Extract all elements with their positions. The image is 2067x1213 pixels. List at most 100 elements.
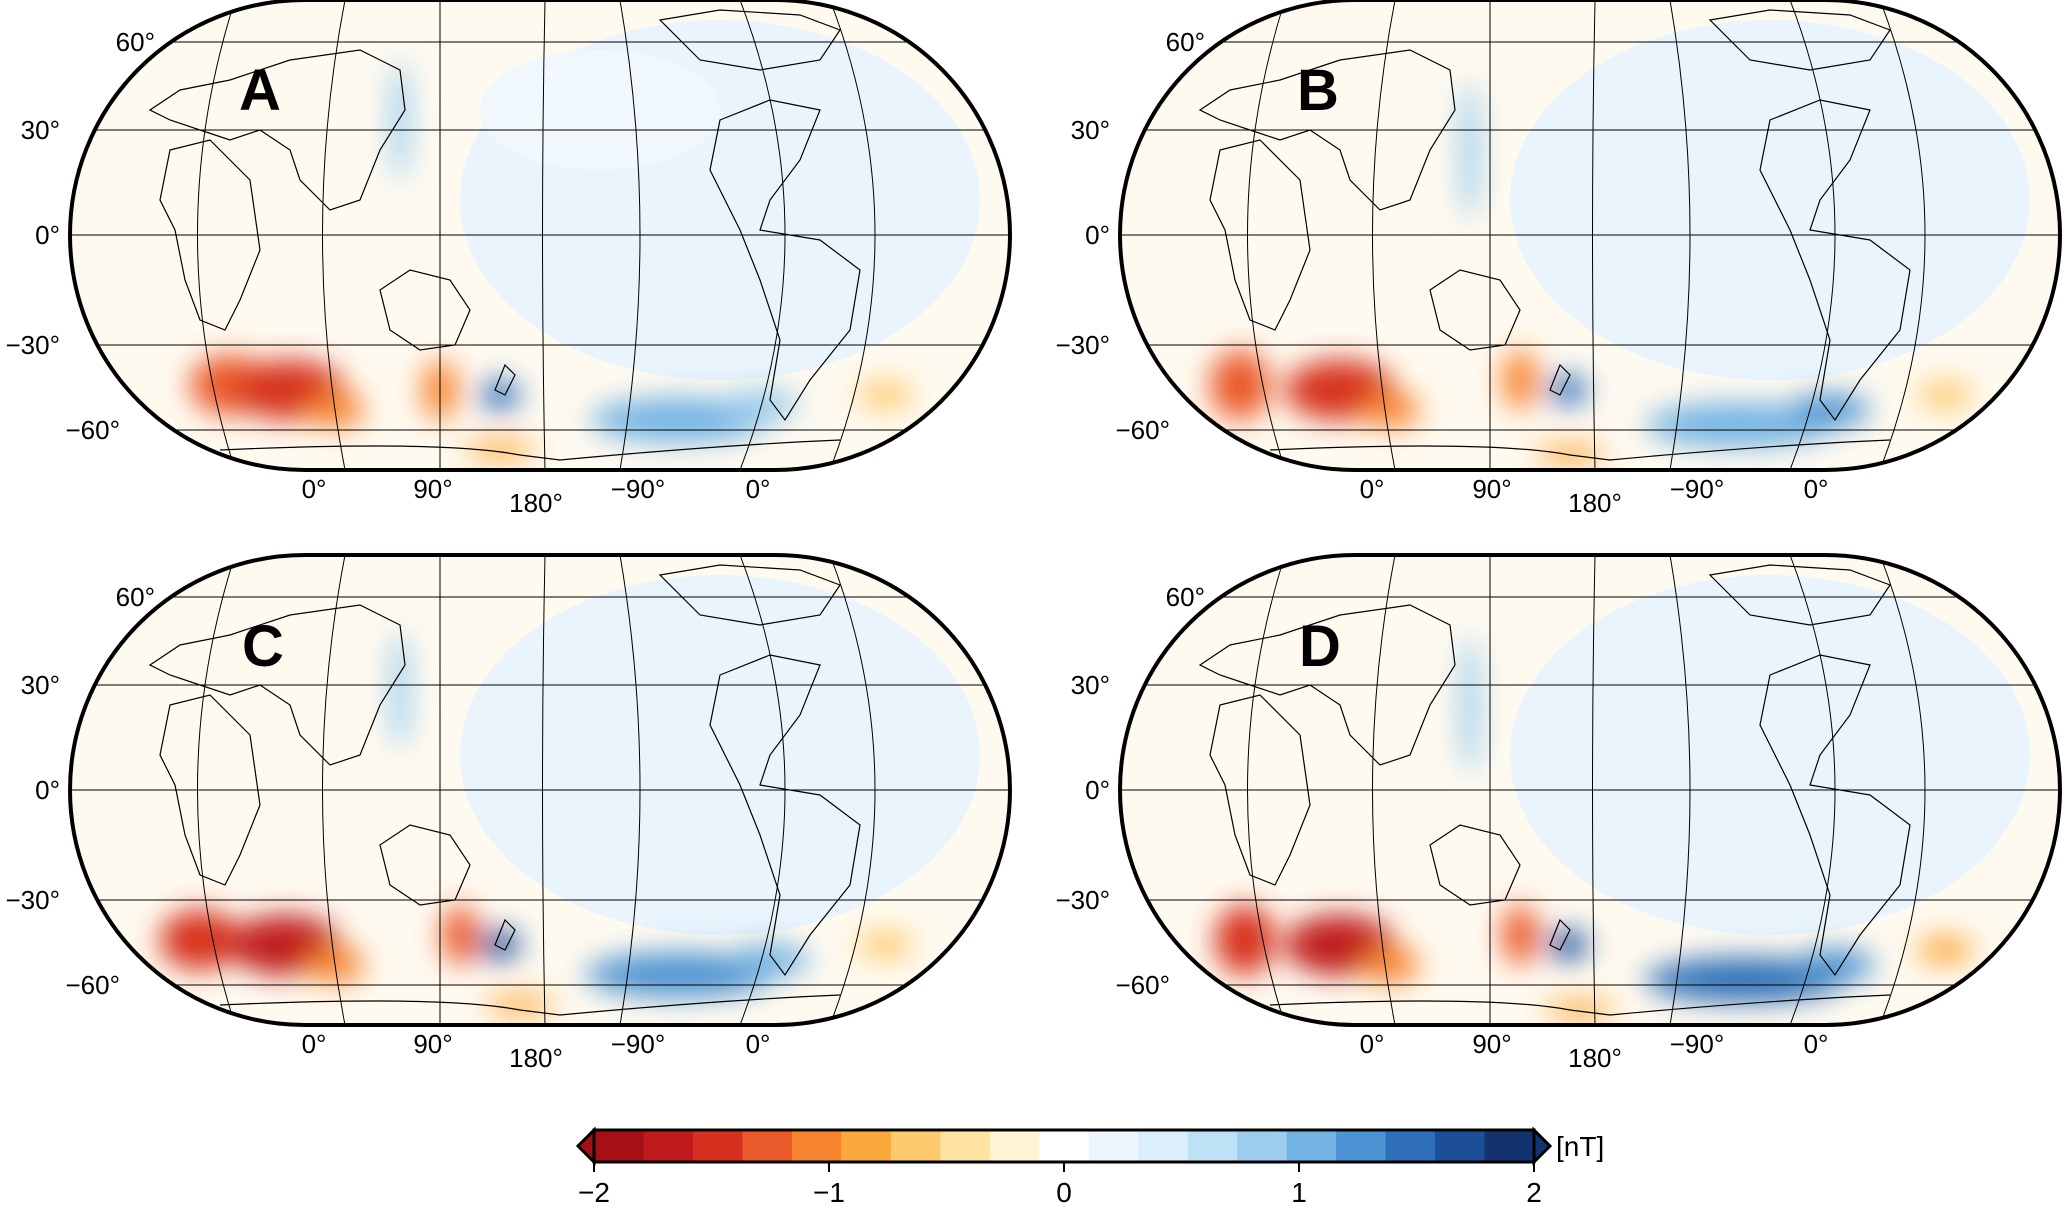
colorbar-segment: [643, 1130, 694, 1162]
lat-labels: 60° 30° 0° −30° −60°: [5, 27, 155, 445]
graticule: [1120, 0, 2060, 470]
lon-label-minus90: −90°: [1670, 474, 1725, 504]
anomaly-field: [1210, 20, 2030, 465]
anomaly-field: [190, 20, 980, 460]
anomaly-strong-positive: [1548, 375, 1588, 405]
lat-label-minus60: −60°: [65, 970, 120, 1000]
colorbar-segment: [1484, 1130, 1535, 1162]
anomaly-weak-positive: [480, 50, 720, 170]
anomaly-positive: [1645, 403, 1835, 447]
colorbar-segment: [841, 1130, 892, 1162]
lat-label-30: 30°: [1071, 670, 1110, 700]
panel-d: D 60° 30° 0° −30° −60° 0° 90° 180° −90° …: [1055, 553, 2062, 1073]
lat-label-minus60: −60°: [65, 415, 120, 445]
anomaly-weak-negative: [1917, 381, 1973, 409]
lon-label-180: 180°: [509, 488, 563, 518]
anomaly-weak-negative: [465, 440, 535, 460]
coastlines: [1198, 564, 1911, 1016]
lat-label-60: 60°: [1166, 27, 1205, 57]
anomaly-weak-negative: [1917, 936, 1973, 964]
map-border: [1118, 553, 2062, 1027]
anomaly-weak-positive: [1510, 575, 2030, 935]
anomaly-strong-positive: [480, 380, 520, 410]
lon-label-0-right: 0°: [1804, 1029, 1829, 1059]
lat-label-60: 60°: [116, 582, 155, 612]
lon-labels: 0° 90° 180° −90° 0°: [1360, 1029, 1829, 1073]
anomaly-positive: [1460, 635, 1480, 775]
lat-label-0: 0°: [35, 220, 60, 250]
anomaly-negative: [1502, 350, 1538, 410]
lon-label-0: 0°: [302, 1029, 327, 1059]
colorbar-ticks: −2 −1 0 1 2: [578, 1162, 1542, 1208]
anomaly-weak-negative: [1545, 1000, 1615, 1020]
colorbar-segment: [791, 1130, 842, 1162]
colorbar-tick-label: 0: [1056, 1177, 1072, 1208]
coastlines: [1198, 9, 1911, 461]
colorbar-left-arrow: [575, 1126, 596, 1166]
colorbar-segment: [940, 1130, 991, 1162]
anomaly-weak-positive: [460, 575, 980, 935]
lon-label-0: 0°: [1360, 474, 1385, 504]
anomaly-strong-positive: [480, 930, 520, 960]
coastlines: [148, 9, 861, 461]
panel-c: C 60° 30° 0° −30° −60° 0° 90° 180° −90° …: [5, 553, 1012, 1073]
colorbar: −2 −1 0 1 2 [nT]: [575, 1126, 1604, 1208]
colorbar-segment: [1088, 1130, 1139, 1162]
lat-label-minus30: −30°: [1055, 330, 1110, 360]
anomaly-negative: [1360, 947, 1420, 983]
graticule: [1120, 555, 2060, 1025]
anomaly-strong-negative: [1215, 905, 1275, 975]
lon-labels: 0° 90° 180° −90° 0°: [302, 474, 771, 518]
colorbar-right-arrow: [1532, 1126, 1553, 1166]
anomaly-weak-positive: [1510, 20, 2030, 380]
anomaly-strong-positive: [1645, 958, 1845, 1002]
lon-label-90: 90°: [1472, 1029, 1511, 1059]
lon-labels: 0° 90° 180° −90° 0°: [302, 1029, 771, 1073]
panel-a: A 60° 30° 0° −30° −60° 0° 90° 180° −90° …: [5, 0, 1012, 518]
lon-label-90: 90°: [413, 1029, 452, 1059]
anomaly-positive: [1790, 394, 1870, 426]
map-border: [68, 553, 1012, 1027]
colorbar-segment: [890, 1130, 941, 1162]
lon-label-0-right: 0°: [746, 1029, 771, 1059]
panel-letter: D: [1299, 614, 1341, 679]
coastlines: [148, 564, 861, 1016]
lon-label-minus90: −90°: [611, 474, 666, 504]
lon-label-90: 90°: [413, 474, 452, 504]
lat-label-60: 60°: [116, 27, 155, 57]
colorbar-segment: [1286, 1130, 1337, 1162]
colorbar-segment: [1336, 1130, 1387, 1162]
lon-label-0: 0°: [302, 474, 327, 504]
anomaly-positive: [585, 953, 775, 997]
colorbar-segment: [594, 1130, 644, 1162]
anomaly-weak-negative: [485, 995, 555, 1015]
panel-letter: C: [242, 614, 284, 679]
colorbar-tick-label: −1: [813, 1177, 845, 1208]
lon-label-0-right: 0°: [1804, 474, 1829, 504]
colorbar-segment: [989, 1130, 1040, 1162]
anomaly-weak-negative: [857, 381, 913, 409]
lat-label-0: 0°: [1085, 775, 1110, 805]
anomaly-strong-positive: [1548, 930, 1588, 960]
anomaly-negative: [1360, 392, 1420, 428]
anomaly-field: [160, 575, 980, 1015]
lon-label-180: 180°: [1568, 1043, 1622, 1073]
lon-label-180: 180°: [1568, 488, 1622, 518]
colorbar-segment: [1237, 1130, 1288, 1162]
colorbar-tick-label: 2: [1526, 1177, 1542, 1208]
lat-label-minus60: −60°: [1115, 970, 1170, 1000]
lat-label-0: 0°: [1085, 220, 1110, 250]
colorbar-segment: [1138, 1130, 1189, 1162]
colorbar-segment: [1385, 1130, 1436, 1162]
lat-labels: 60° 30° 0° −30° −60°: [5, 582, 155, 1000]
colorbar-segment: [1187, 1130, 1238, 1162]
colorbar-tick-label: 1: [1291, 1177, 1307, 1208]
lat-label-0: 0°: [35, 775, 60, 805]
anomaly-strong-negative: [160, 910, 240, 970]
anomaly-positive: [730, 944, 810, 976]
anomaly-positive: [390, 60, 410, 180]
panel-letter: A: [239, 58, 281, 123]
anomaly-weak-negative: [857, 931, 913, 959]
lat-label-minus60: −60°: [1115, 415, 1170, 445]
lon-label-0: 0°: [1360, 1029, 1385, 1059]
